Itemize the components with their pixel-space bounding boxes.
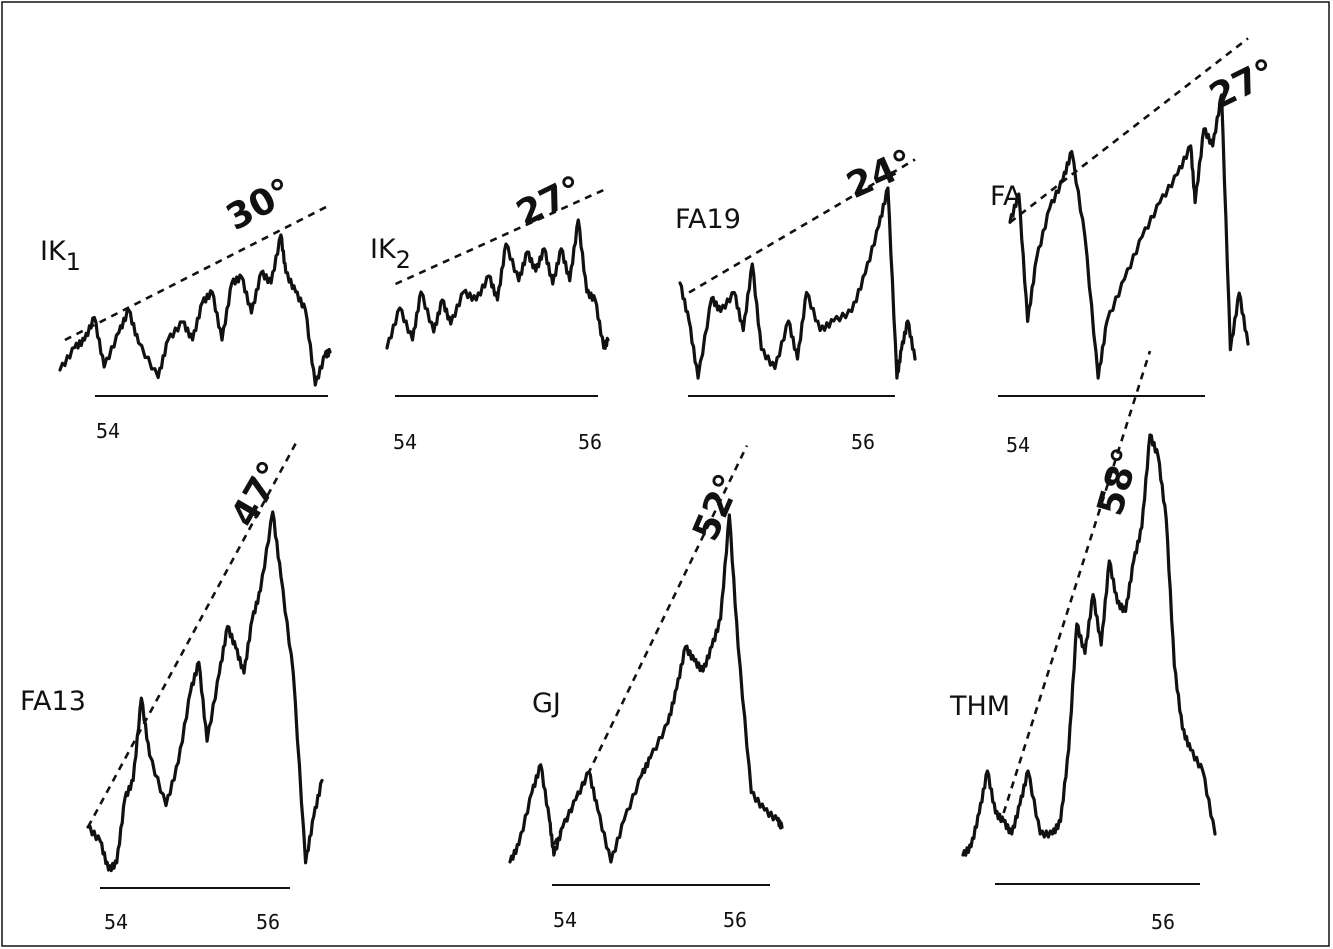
trend-line [64, 203, 331, 342]
trend-line [552, 445, 749, 846]
panel-label: FA [990, 181, 1022, 212]
trend-line [688, 158, 916, 294]
tick-label: 56 [1151, 910, 1175, 934]
trace-line [508, 513, 784, 864]
tick-label: 56 [256, 910, 280, 934]
panel-label: FA19 [675, 204, 741, 235]
tick-label: 56 [851, 430, 875, 454]
angle-label: 27° [1203, 51, 1282, 118]
panel-label: IK1 [40, 236, 81, 276]
panel-label-sub: 1 [66, 248, 81, 276]
trace-line [961, 433, 1217, 857]
tick-label: 54 [393, 430, 417, 454]
trace-line [678, 186, 917, 380]
trend-line [1002, 350, 1152, 814]
trace-line [1008, 93, 1250, 380]
panel-1: 54 IK1 30° [40, 171, 332, 443]
trend-line [1009, 37, 1249, 224]
panel-label: FA13 [20, 686, 86, 717]
panel-7: 56 THM 58° [949, 350, 1217, 934]
panel-label: IK2 [370, 234, 411, 274]
tick-label: 56 [578, 430, 602, 454]
trace-line [58, 233, 332, 387]
panel-label-sub: 2 [396, 246, 411, 274]
angle-label: 58° [1090, 443, 1148, 520]
angle-label: 30° [220, 171, 299, 239]
panel-label: THM [949, 691, 1010, 722]
tick-label: 54 [96, 419, 120, 443]
angle-label: 52° [685, 468, 749, 547]
trend-line [86, 439, 299, 828]
tick-label: 54 [553, 908, 577, 932]
tick-label: 54 [1006, 433, 1030, 457]
trace-line [385, 218, 610, 350]
panel-6: 54 56 GJ 52° [508, 445, 784, 932]
angle-label: 24° [841, 142, 920, 207]
tick-label: 56 [723, 908, 747, 932]
panel-4: 54 FA 27° [990, 37, 1283, 457]
trace-line [86, 510, 324, 873]
tick-label: 54 [104, 910, 128, 934]
panel-3: 56 FA19 24° [675, 142, 920, 454]
panel-label: GJ [532, 688, 561, 719]
